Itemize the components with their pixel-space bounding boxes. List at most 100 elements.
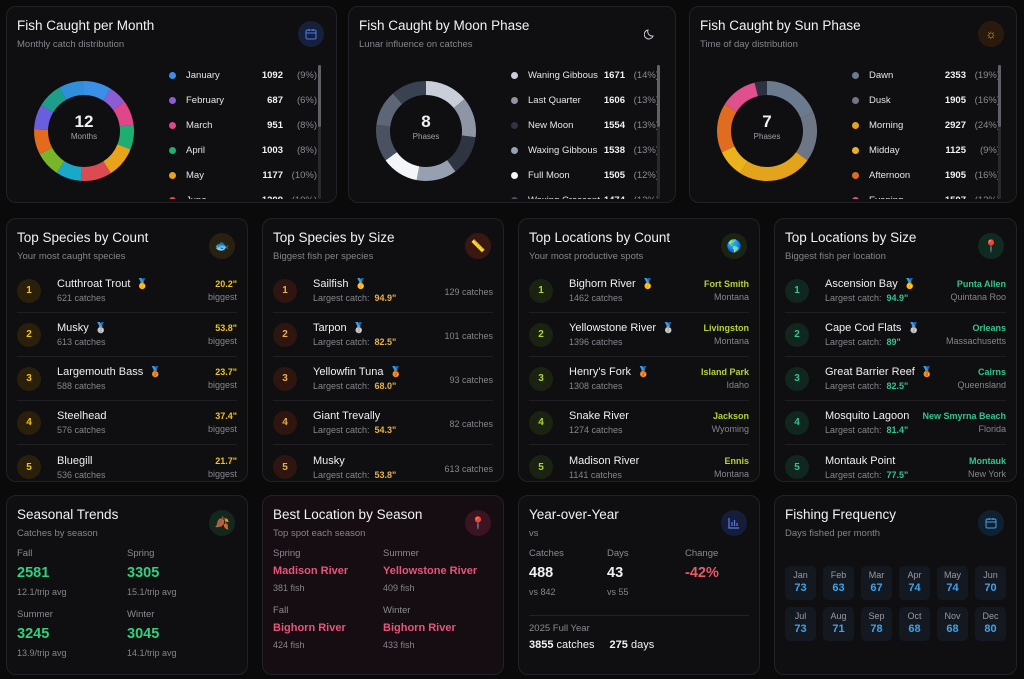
legend-item[interactable]: New Moon 1554 (13%) <box>511 113 659 138</box>
legend-item[interactable]: Dawn 2353 (19%) <box>852 63 1000 88</box>
legend-item[interactable]: June1209 (10%) <box>169 188 317 199</box>
ranking-row[interactable]: 5 Madison River 1141 catches Ennis Montana <box>529 445 749 481</box>
sun-icon[interactable]: ☼ <box>978 21 1004 47</box>
ranking-row[interactable]: 2 Tarpon 🥈 Largest catch: 82.5" 101 catches <box>273 313 493 357</box>
bar-chart-icon[interactable] <box>721 510 747 536</box>
legend-item[interactable]: March 951 (8%) <box>169 113 317 138</box>
donut-segment-february[interactable] <box>103 88 125 110</box>
donut-segment-afternoon[interactable] <box>717 104 737 153</box>
legend-item[interactable]: May 1177 (10%) <box>169 163 317 188</box>
month-cell[interactable]: Feb 63 <box>823 566 854 600</box>
ranking-row[interactable]: 4 Mosquito Lagoon Largest catch: 81.4" New S… <box>785 401 1006 445</box>
location-name[interactable]: Madison River <box>273 565 349 577</box>
legend-item[interactable]: Waxing Gibbous 1538 (13%) <box>511 138 659 163</box>
donut-segment-june[interactable] <box>80 161 111 181</box>
ranking-row[interactable]: 4 Steelhead 576 catches 37.4" biggest <box>17 401 237 445</box>
donut-segment-evening[interactable] <box>724 82 759 112</box>
legend-item[interactable]: Last Quarter 1606 (13%) <box>511 88 659 113</box>
location-name[interactable]: Bighorn River <box>383 622 456 634</box>
legend-item[interactable]: Dusk 1905 (16%) <box>852 88 1000 113</box>
calendar-icon[interactable] <box>978 510 1004 536</box>
ranking-row[interactable]: 3 Henry's Fork 🥉 1308 catches Island Park Ida… <box>529 357 749 401</box>
ranking-row[interactable]: 1 Sailfish 🥇 Largest catch: 94.9" 129 catches <box>273 269 493 313</box>
donut-segment-other[interactable] <box>34 105 54 130</box>
month-cell[interactable]: Jul 73 <box>785 607 816 641</box>
fish-icon[interactable]: 🐟 <box>209 233 235 259</box>
month-cell[interactable]: Jun 70 <box>975 566 1006 600</box>
donut-segment-january[interactable] <box>84 81 111 101</box>
location-name[interactable]: Yellowstone River <box>383 565 478 577</box>
legend-scrollbar[interactable] <box>998 65 1001 199</box>
legend-item[interactable]: January 1092 (9%) <box>169 63 317 88</box>
ranking-row[interactable]: 3 Yellowfin Tuna 🥉 Largest catch: 68.0" 93 ca… <box>273 357 493 401</box>
legend-item[interactable]: Waning Gibbous 1671 (14%) <box>511 63 659 88</box>
donut-segment-midday[interactable] <box>721 146 748 174</box>
month-cell[interactable]: Apr 74 <box>899 566 930 600</box>
scrollbar-thumb[interactable] <box>998 65 1001 127</box>
donut-segment-waxing-gibbous[interactable] <box>416 160 456 181</box>
ranking-row[interactable]: 4 Giant Trevally Largest catch: 54.3" 82 cat… <box>273 401 493 445</box>
donut-segment-other[interactable] <box>41 87 67 113</box>
secondary-detail: Florida <box>978 424 1006 434</box>
legend-item[interactable]: Waxing Crescent1474 (12%) <box>511 188 659 199</box>
leaf-icon[interactable]: 🍂 <box>209 510 235 536</box>
donut-segment-new-moon[interactable] <box>447 135 476 172</box>
ranking-row[interactable]: 2 Musky 🥈 613 catches 53.8" biggest <box>17 313 237 357</box>
month-cell[interactable]: Sep 78 <box>861 607 892 641</box>
legend-item[interactable]: Midday 1125 (9%) <box>852 138 1000 163</box>
ranking-row[interactable]: 2 Yellowstone River 🥈 1396 catches Livingsto… <box>529 313 749 357</box>
month-cell[interactable]: Oct 68 <box>899 607 930 641</box>
ranking-row[interactable]: 1 Ascension Bay 🥇 Largest catch: 94.9" Punta … <box>785 269 1006 313</box>
donut-segment-dusk[interactable] <box>796 112 817 161</box>
donut-segment-other[interactable] <box>39 147 65 173</box>
donut-segment-dawn[interactable] <box>767 81 814 118</box>
ranking-row[interactable]: 4 Snake River 1274 catches Jackson Wyoming <box>529 401 749 445</box>
donut-segment-april[interactable] <box>117 124 134 150</box>
donut-segment-march[interactable] <box>113 101 134 127</box>
pin-icon[interactable]: 📍 <box>465 510 491 536</box>
donut-segment-other[interactable] <box>754 81 767 97</box>
month-cell[interactable]: Nov 68 <box>937 607 968 641</box>
donut-segment-may[interactable] <box>103 144 131 174</box>
legend-item[interactable]: Afternoon 1905 (16%) <box>852 163 1000 188</box>
ranking-row[interactable]: 1 Bighorn River 🥇 1462 catches Fort Smith Mon… <box>529 269 749 313</box>
legend-scrollbar[interactable] <box>657 65 660 199</box>
location-name[interactable]: Bighorn River <box>273 622 346 634</box>
ranking-row[interactable]: 5 Musky Largest catch: 53.8" 613 catches <box>273 445 493 481</box>
ranking-row[interactable]: 3 Great Barrier Reef 🥉 Largest catch: 82.5" C… <box>785 357 1006 401</box>
donut-segment-other[interactable] <box>59 81 84 100</box>
calendar-icon[interactable] <box>298 21 324 47</box>
donut-segment-last-quarter[interactable] <box>453 99 476 138</box>
ranking-row[interactable]: 3 Largemouth Bass 🥉 588 catches 23.7" biggest <box>17 357 237 401</box>
ranking-row[interactable]: 2 Cape Cod Flats 🥈 Largest catch: 89" Orleans… <box>785 313 1006 357</box>
legend-scrollbar[interactable] <box>318 65 321 199</box>
legend-item[interactable]: February 687 (6%) <box>169 88 317 113</box>
legend-item[interactable]: April 1003 (8%) <box>169 138 317 163</box>
pin-icon[interactable]: 📍 <box>978 233 1004 259</box>
month-cell[interactable]: Jan 73 <box>785 566 816 600</box>
ranking-row[interactable]: 1 Cutthroat Trout 🥇 621 catches 20.2" biggest <box>17 269 237 313</box>
donut-segment-other[interactable] <box>56 161 82 181</box>
month-cell[interactable]: May 74 <box>937 566 968 600</box>
donut-segment-other[interactable] <box>376 93 403 127</box>
donut-segment-other[interactable] <box>34 129 53 155</box>
ranking-list: 1 Bighorn River 🥇 1462 catches Fort Smith Mon… <box>529 269 749 481</box>
ranking-row[interactable]: 5 Bluegill 536 catches 21.7" biggest <box>17 445 237 481</box>
legend-item[interactable]: Full Moon 1505 (12%) <box>511 163 659 188</box>
legend-item[interactable]: Morning 2927 (24%) <box>852 113 1000 138</box>
legend-item[interactable]: Evening1507 (12%) <box>852 188 1000 199</box>
donut-segment-waning-gibbous[interactable] <box>426 81 465 109</box>
scrollbar-thumb[interactable] <box>318 65 321 127</box>
month-cell[interactable]: Dec 80 <box>975 607 1006 641</box>
globe-icon[interactable]: 🌎 <box>721 233 747 259</box>
month-cell[interactable]: Aug 71 <box>823 607 854 641</box>
ruler-icon[interactable]: 📏 <box>465 233 491 259</box>
donut-segment-full-moon[interactable] <box>385 152 420 181</box>
donut-segment-waxing-crescent[interactable] <box>376 124 397 161</box>
donut-segment-morning[interactable] <box>740 152 808 181</box>
donut-segment-other[interactable] <box>392 81 426 104</box>
ranking-row[interactable]: 5 Montauk Point Largest catch: 77.5" Montauk… <box>785 445 1006 481</box>
moon-icon[interactable] <box>637 21 663 47</box>
scrollbar-thumb[interactable] <box>657 65 660 127</box>
month-cell[interactable]: Mar 67 <box>861 566 892 600</box>
